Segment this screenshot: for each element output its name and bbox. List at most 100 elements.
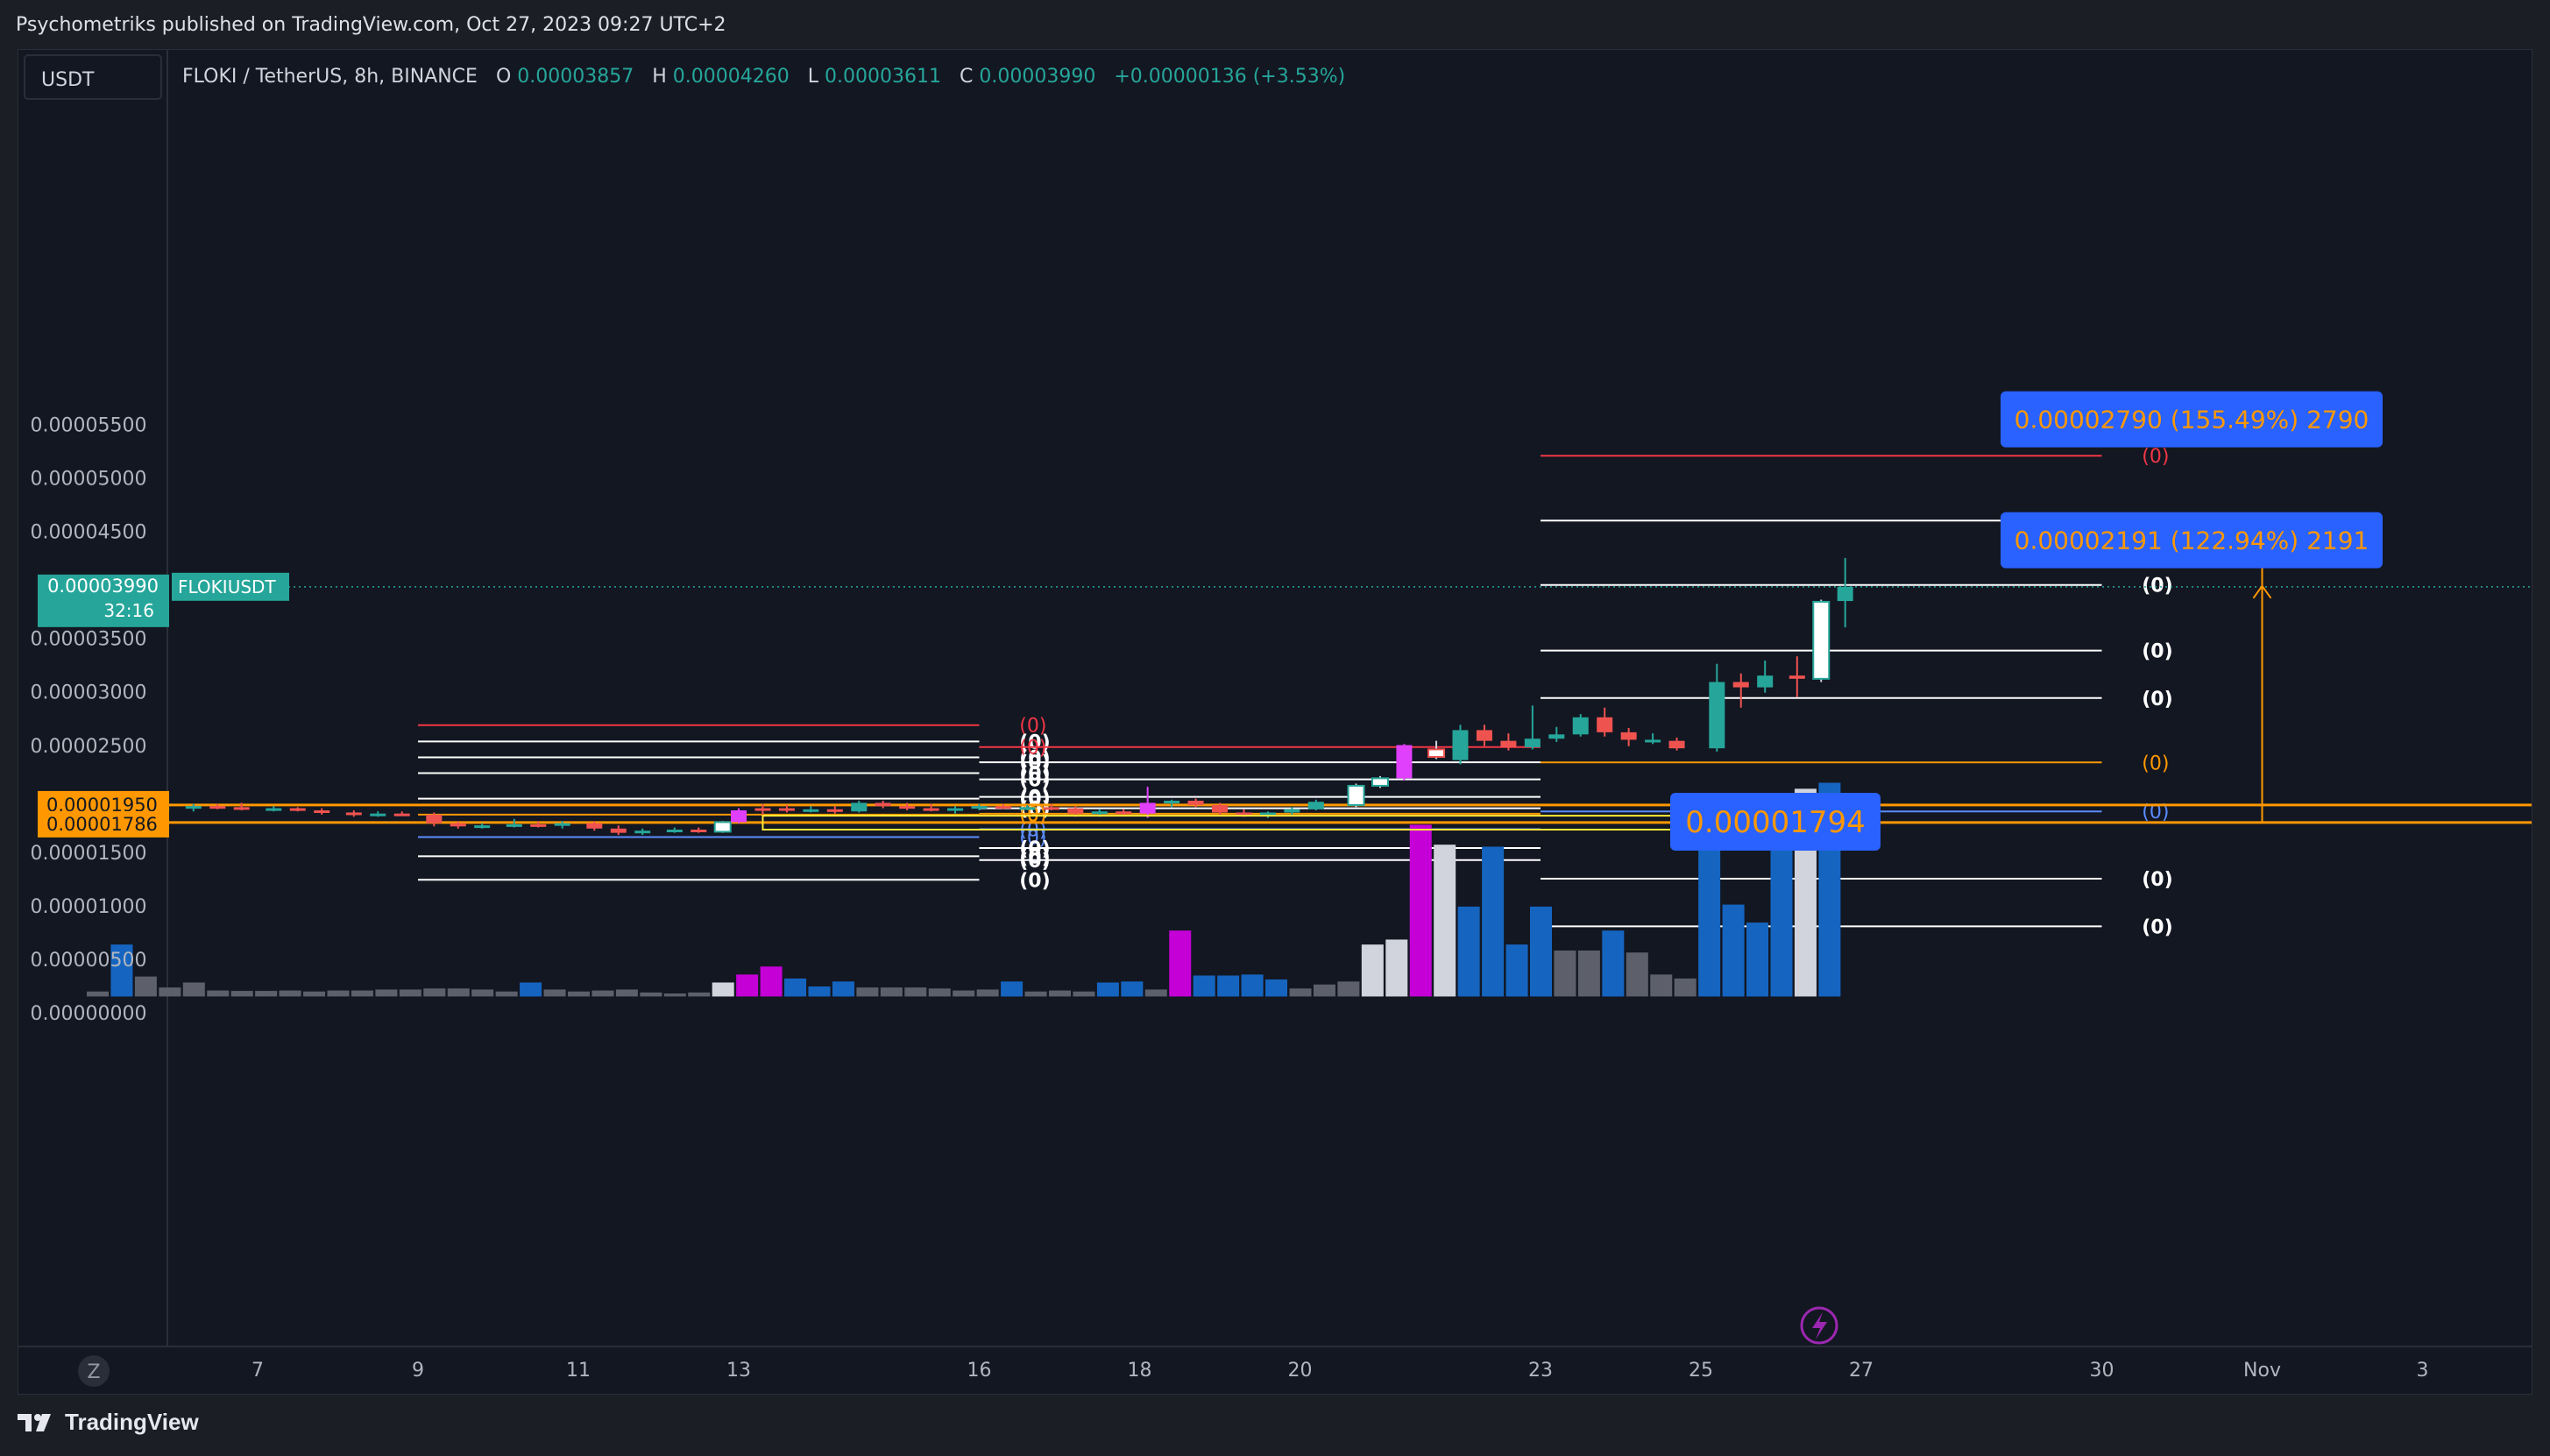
volume-bar xyxy=(1337,981,1360,997)
volume-bar xyxy=(423,988,446,997)
candle-body xyxy=(875,802,891,807)
volume-bar xyxy=(1650,974,1673,997)
volume-bar xyxy=(230,991,253,997)
volume-bar xyxy=(303,991,326,997)
x-tick-label: 3 xyxy=(2417,1360,2429,1382)
candle-body xyxy=(209,806,226,809)
publish-header: Psychometriks published on TradingView.c… xyxy=(0,0,2550,49)
candle-body xyxy=(1307,802,1324,809)
tradingview-logo-icon xyxy=(18,1413,51,1431)
volume-bar xyxy=(1482,846,1505,997)
volume-bar xyxy=(976,989,999,997)
fib-level-label: (0) xyxy=(2142,753,2169,774)
volume-bar xyxy=(375,989,398,997)
level-badge-2: 0.00001786 xyxy=(46,814,158,835)
candle-body xyxy=(1620,732,1637,740)
candle-body xyxy=(778,808,795,811)
volume-bar xyxy=(928,988,951,997)
fib-level-label: (0) xyxy=(2142,689,2172,710)
candle-body xyxy=(393,813,410,816)
volume-bar xyxy=(1169,930,1192,997)
volume-bar xyxy=(1530,906,1552,997)
volume-bar xyxy=(399,989,421,997)
fib-level-label: (0) xyxy=(1019,764,1050,786)
timezone-label: Z xyxy=(87,1361,100,1383)
fib-level-label: (0) xyxy=(2142,576,2172,597)
current-price-badge: 0.00003990 32:16 FLOKIUSDT xyxy=(38,572,289,627)
price-chart[interactable]: (0)(0)(0)(0)(0)(0)(0)(0)(0)(0)(0)(0)(0)(… xyxy=(18,50,2532,1394)
candle-body xyxy=(1067,808,1084,814)
volume-bar xyxy=(1577,951,1600,997)
volume-bar xyxy=(182,982,205,997)
low-value: 0.00003611 xyxy=(825,66,941,88)
fib-level-label: (0) xyxy=(1019,747,1050,769)
volume-bar xyxy=(856,987,879,997)
volume-bar xyxy=(832,981,854,997)
candle-body xyxy=(634,830,651,834)
candle-body xyxy=(1732,682,1749,688)
candle-body xyxy=(1524,739,1541,747)
volume-bar xyxy=(1193,975,1215,997)
timezone-button[interactable]: Z xyxy=(78,1355,110,1387)
candle-body xyxy=(314,810,330,814)
high-value: 0.00004260 xyxy=(673,66,790,88)
fib-level-label: (0) xyxy=(2142,446,2169,468)
x-tick-label: 16 xyxy=(967,1360,992,1382)
volume-bar xyxy=(207,990,230,997)
candle-body xyxy=(1019,807,1036,810)
candle-body xyxy=(370,813,386,816)
fib-level-label: (0) xyxy=(1019,716,1046,738)
x-tick-label: 11 xyxy=(566,1360,591,1382)
volume-bar xyxy=(688,992,711,997)
level-badges: 0.00001950 0.00001786 xyxy=(38,790,169,838)
candle-body xyxy=(1091,811,1108,815)
candle-body xyxy=(1668,740,1685,749)
candle-body xyxy=(266,808,282,811)
fib-level-label: (0) xyxy=(1019,838,1050,860)
volume-bar xyxy=(447,988,470,997)
candle-body xyxy=(731,810,747,823)
lightning-icon[interactable] xyxy=(1800,1306,1838,1345)
current-price-box xyxy=(38,574,169,627)
volume-bar xyxy=(87,991,109,997)
target1-callout-box xyxy=(2001,512,2383,569)
tradingview-logo[interactable]: TradingView xyxy=(18,1409,199,1436)
support-callout-box xyxy=(1670,792,1881,851)
candle-body xyxy=(506,823,522,827)
candle-body xyxy=(1709,682,1725,749)
chart-background xyxy=(18,50,2532,1394)
candle-body xyxy=(530,823,547,827)
volume-bar xyxy=(615,989,638,997)
low-label: L xyxy=(808,66,819,88)
volume-bar xyxy=(760,966,783,997)
candle-body xyxy=(1116,811,1132,815)
footer-brand: TradingView xyxy=(65,1409,199,1435)
candle-body xyxy=(1757,675,1774,688)
y-tick-label: 0.00001000 xyxy=(31,896,147,918)
fib-retracements: (0)(0)(0)(0)(0)(0)(0)(0)(0)(0)(0)(0)(0)(… xyxy=(418,446,2173,938)
candle-body xyxy=(1212,804,1228,813)
y-axis: 0.00005500 0.00005000 0.00004500 0.00003500… xyxy=(31,414,147,1025)
candle-body xyxy=(586,823,603,829)
y-tick-label: 0.00003500 xyxy=(31,629,147,651)
candle-body xyxy=(1572,717,1589,735)
y-tick-label: 0.00005000 xyxy=(31,469,147,491)
candle-body xyxy=(474,825,491,829)
candle-body xyxy=(754,808,771,811)
volume-bar xyxy=(1626,952,1648,997)
target2-callout-box xyxy=(2001,391,2383,448)
support-callout-text: 0.00001794 xyxy=(1685,805,1866,840)
candle-body xyxy=(971,806,988,809)
volume-bar xyxy=(1746,922,1769,997)
fib-level-label: (0) xyxy=(1019,738,1046,760)
arrow-head xyxy=(2252,584,2272,599)
x-axis: 579111316182023252730Nov3 xyxy=(91,1360,2429,1382)
volume-bar xyxy=(904,987,927,997)
volume-bar xyxy=(736,974,759,997)
x-tick-label: 9 xyxy=(412,1360,424,1382)
currency-button[interactable] xyxy=(24,54,162,100)
volume-bar xyxy=(1049,990,1071,997)
volume-bar xyxy=(471,989,494,997)
y-tick-label: 0.00003000 xyxy=(31,682,147,704)
chart-panel[interactable]: (0) (0) (0) (0) (0) (0) (0) (0) (0) (0) (0) (0) (0)(… xyxy=(18,49,2532,1395)
